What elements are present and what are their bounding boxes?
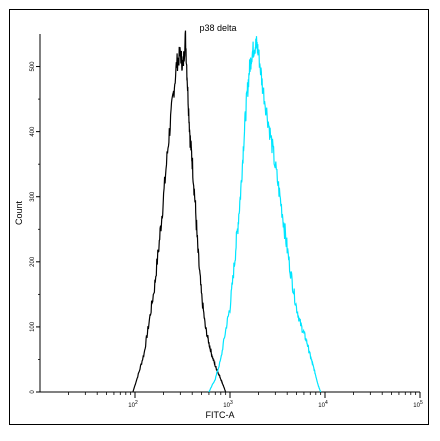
x-axis-label: FITC-A bbox=[206, 410, 235, 420]
y-tick-label: 400 bbox=[30, 126, 36, 137]
y-tick-label: 200 bbox=[30, 256, 36, 267]
y-tick-label: 0 bbox=[30, 390, 36, 394]
series bbox=[132, 30, 322, 393]
chart-title: p38 delta bbox=[199, 23, 236, 33]
ticks: 102 103 104 105 0 100 200 300 400 500 bbox=[30, 61, 423, 409]
x-tick-label: 104 bbox=[318, 400, 328, 409]
y-tick-label: 300 bbox=[30, 191, 36, 202]
y-tick-label: 100 bbox=[30, 321, 36, 332]
y-axis-label: Count bbox=[14, 201, 24, 226]
y-tick-label: 500 bbox=[30, 61, 36, 72]
x-tick-label: 103 bbox=[223, 400, 233, 409]
plot-frame bbox=[9, 9, 429, 425]
x-tick-label: 102 bbox=[128, 400, 138, 409]
series-2-line bbox=[208, 36, 322, 393]
axes bbox=[39, 34, 420, 393]
series-1-line bbox=[132, 30, 227, 393]
x-tick-label: 105 bbox=[413, 400, 423, 409]
